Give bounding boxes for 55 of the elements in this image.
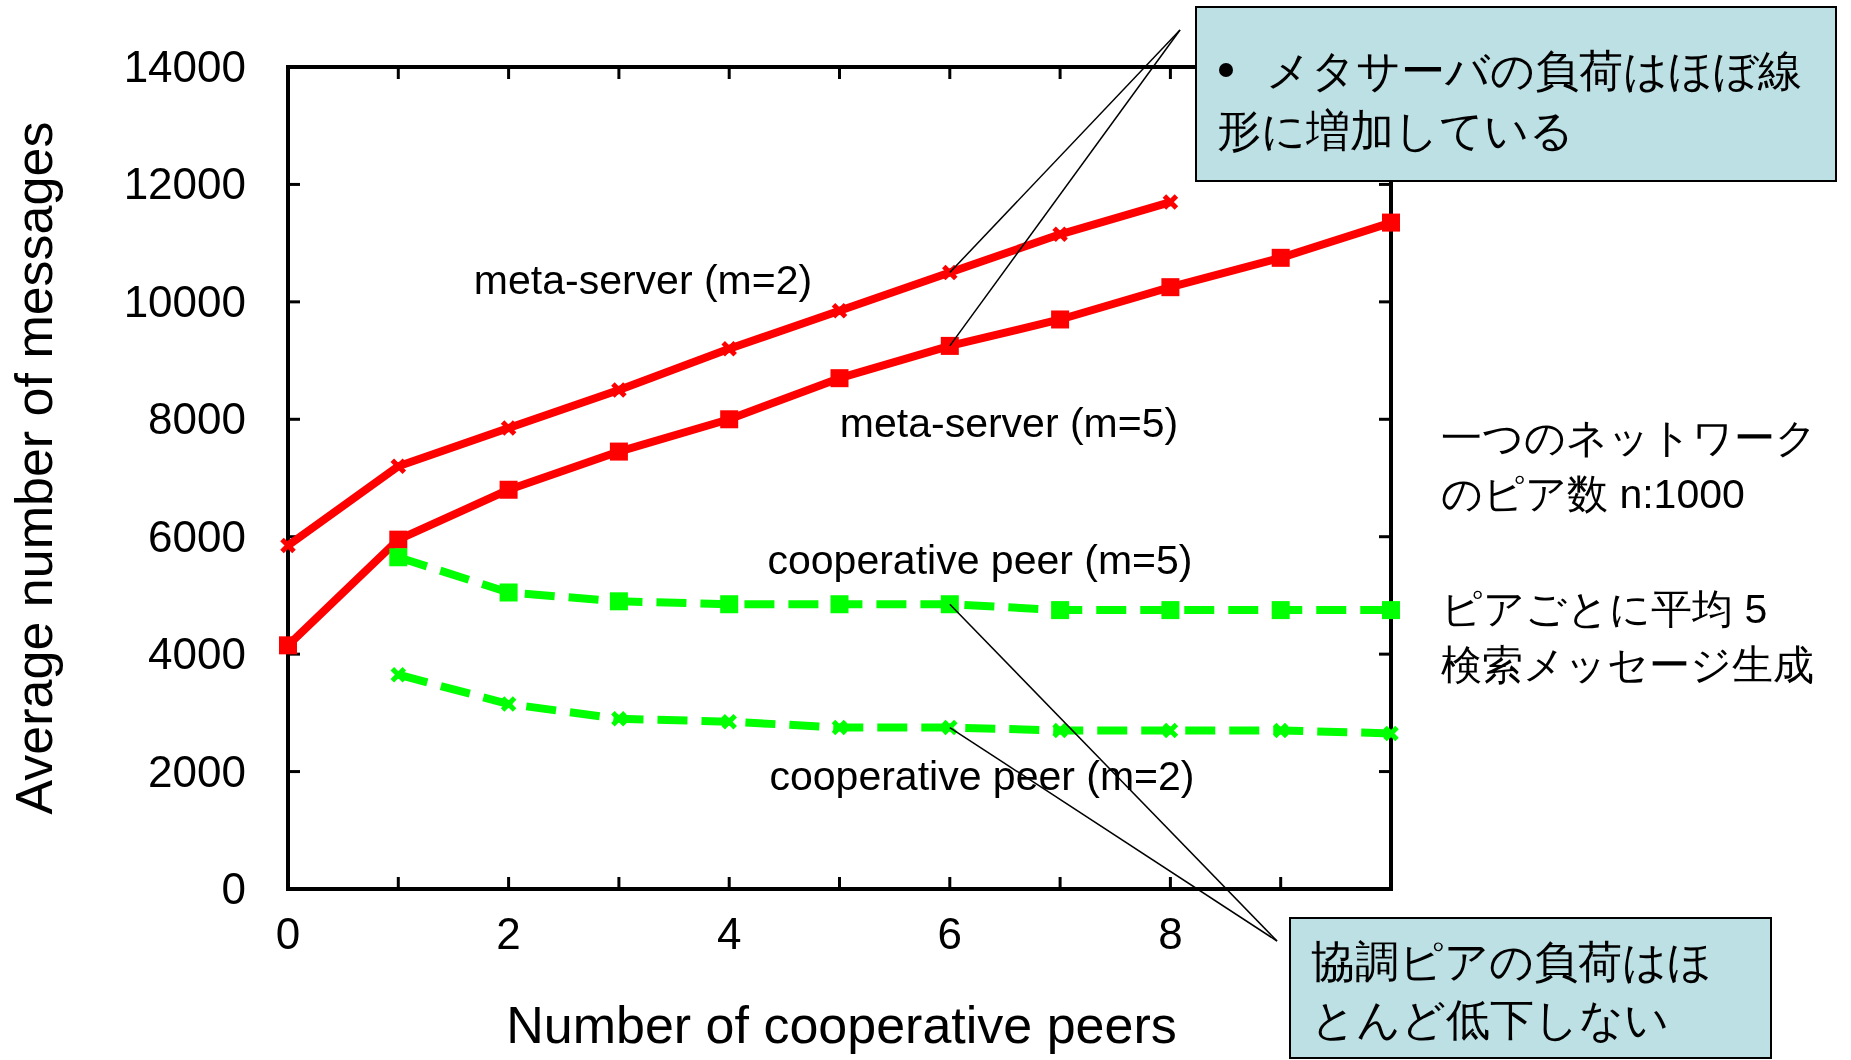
series-label: meta-server (m=5) [839,400,1179,446]
point [1382,601,1400,620]
point [279,636,297,655]
series-label: cooperative peer (m=5) [767,537,1193,583]
point [499,583,518,602]
annotation: 協調ピアの負荷はほとんど低下しない [1311,937,1712,1044]
point [720,713,738,731]
point [610,710,628,728]
y-tick-label: 4000 [148,629,246,679]
point [279,537,297,555]
series-label: meta-server (m=2) [473,257,813,303]
point [500,695,518,713]
y-axis-title: Average number of messages [5,121,63,815]
point [1161,601,1180,620]
point [1051,721,1069,739]
point [831,719,848,737]
annotation: メタサーバの負荷はほぼ線形に増加している [1217,46,1802,155]
y-tick-label: 10000 [123,276,246,326]
point [830,595,849,614]
y-tick-label: 2000 [148,746,246,796]
x-tick-label: 2 [496,909,521,958]
point [389,666,407,684]
text: 一つのネットワークのピア数 n:1000 [1441,415,1817,517]
y-tick-label: 8000 [148,394,246,444]
point [1382,724,1400,742]
x-tick-label: 4 [716,909,742,958]
x-tick-label: 8 [1158,909,1183,958]
point [720,410,739,429]
x-tick-label: 0 [275,909,301,958]
point [831,302,848,320]
point [500,419,518,437]
y-tick-label: 6000 [148,511,246,561]
point [609,442,628,461]
point [940,595,959,614]
point [830,369,849,388]
point [1271,601,1290,620]
point [1272,721,1290,739]
point [389,548,408,567]
point [1051,601,1070,620]
text: ピアごとに平均 5検索メッセージ生成 [1441,586,1814,688]
point [720,595,739,614]
point [720,340,738,358]
point [610,381,628,399]
x-axis-title: Number of cooperative peers [506,996,1177,1054]
point [1382,213,1400,232]
x-tick-label: 6 [937,909,963,958]
point [389,530,408,549]
point [1161,721,1179,739]
y-tick-label: 14000 [123,42,246,91]
y-tick-label: 12000 [123,159,246,209]
point [1271,248,1290,267]
y-tick-label: 0 [221,864,246,913]
point [499,480,518,499]
point [389,457,407,475]
point [609,592,628,611]
